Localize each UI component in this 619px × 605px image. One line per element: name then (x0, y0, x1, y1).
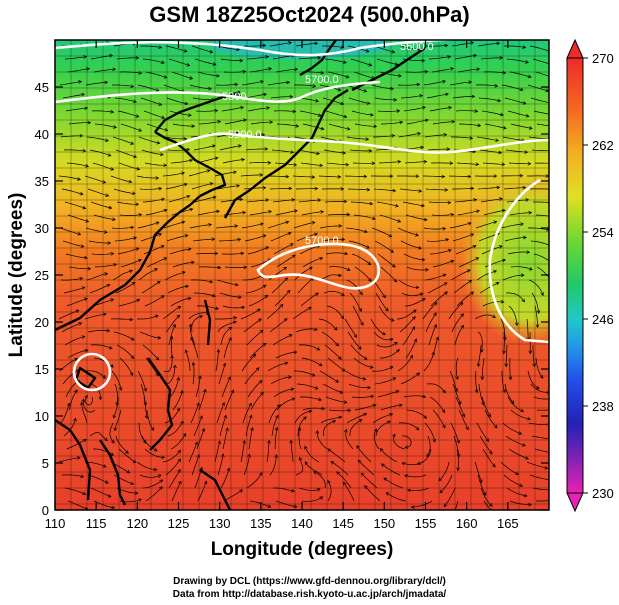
x-tick-label: 160 (456, 516, 478, 531)
contour-labels: 5600.0 5700.0 5800 5900.0 5700.0 (222, 41, 434, 247)
contour-label: 5800 (222, 91, 246, 103)
x-tick-label: 145 (332, 516, 354, 531)
y-axis-label: Latitude (degrees) (6, 193, 27, 358)
x-tick-label: 125 (168, 516, 190, 531)
x-axis: 110 115 120 125 130 135 140 145 150 155 160 165 (45, 40, 519, 531)
x-tick-label: 110 (45, 516, 66, 531)
x-tick-label: 135 (250, 516, 272, 531)
map-title: GSM 18Z25Oct2024 (500.0hPa) (149, 2, 470, 27)
x-tick-label: 120 (126, 516, 148, 531)
temperature-field (55, 40, 549, 510)
y-axis: 0 5 10 15 20 25 30 35 40 45 (35, 80, 549, 518)
y-tick-label: 10 (35, 409, 49, 424)
contour-label: 5600.0 (400, 41, 434, 53)
colorbar: 270 262 254 246 238 230 (566, 38, 614, 513)
footer-credit-data: Data from http://database.rish.kyoto-u.a… (172, 589, 447, 600)
y-tick-label: 30 (35, 221, 49, 236)
contour-label: 5700.0 (305, 235, 339, 247)
x-tick-label: 150 (373, 516, 395, 531)
y-tick-label: 15 (35, 362, 49, 377)
colorbar-label: 254 (592, 225, 614, 240)
x-axis-label: Longitude (degrees) (211, 539, 394, 560)
footer-credit-dcl: Drawing by DCL (https://www.gfd-dennou.o… (173, 576, 446, 587)
x-tick-label: 140 (291, 516, 313, 531)
x-tick-label: 130 (209, 516, 231, 531)
y-tick-label: 35 (35, 174, 49, 189)
colorbar-label: 230 (592, 486, 614, 501)
y-tick-label: 5 (42, 456, 49, 471)
y-tick-label: 40 (35, 127, 49, 142)
y-tick-label: 20 (35, 315, 49, 330)
colorbar-label: 262 (592, 138, 614, 153)
gridlines (55, 40, 549, 510)
colorbar-label: 238 (592, 399, 614, 414)
x-tick-label: 165 (497, 516, 519, 531)
y-tick-label: 25 (35, 268, 49, 283)
x-tick-label: 155 (415, 516, 437, 531)
contour-label: 5900.0 (228, 129, 262, 141)
colorbar-label: 270 (592, 51, 614, 66)
contour-label: 5700.0 (305, 74, 339, 86)
x-tick-label: 115 (86, 516, 107, 531)
y-tick-label: 45 (35, 80, 49, 95)
colorbar-label: 246 (592, 312, 614, 327)
y-tick-label: 0 (42, 503, 49, 518)
